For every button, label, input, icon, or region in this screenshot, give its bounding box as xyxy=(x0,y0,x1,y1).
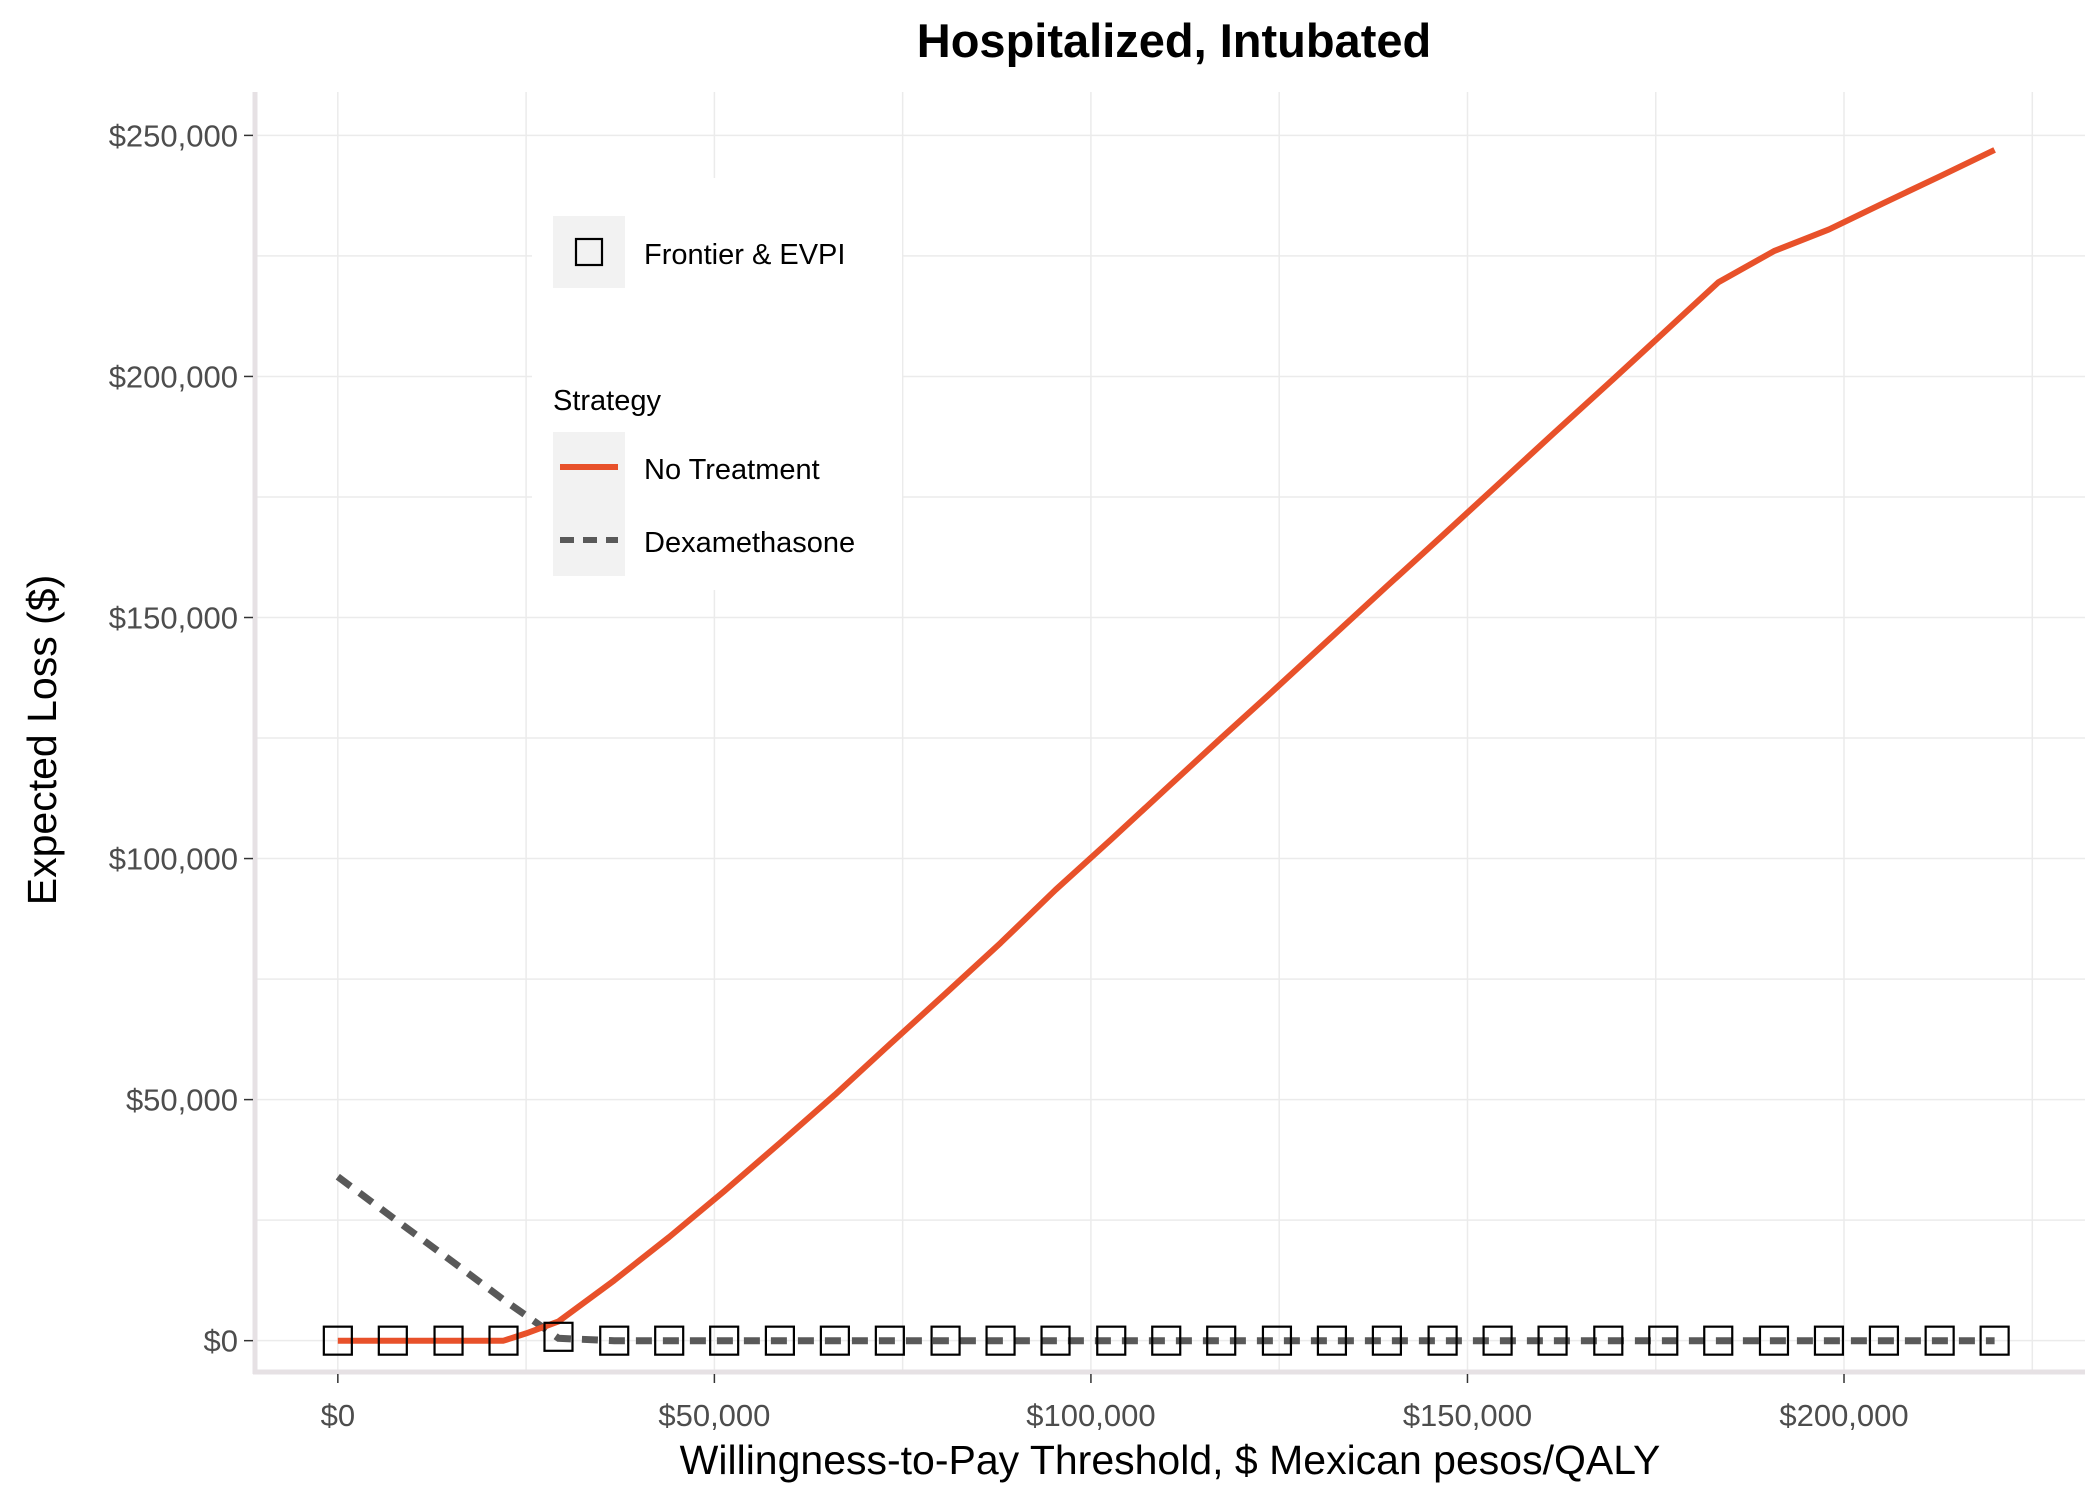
legend-label-frontier: Frontier & EVPI xyxy=(644,239,845,271)
frontier-marker xyxy=(433,1325,464,1356)
y-tick-label: $100,000 xyxy=(109,842,238,877)
legend-key-frontier xyxy=(553,216,625,288)
legend-label-no-treatment: No Treatment xyxy=(644,454,820,486)
axes xyxy=(244,92,2085,1383)
legend-title: Strategy xyxy=(553,385,661,417)
y-tick-label: $150,000 xyxy=(109,600,238,635)
frontier-marker xyxy=(1924,1325,1955,1356)
x-tick-label: $50,000 xyxy=(658,1398,770,1433)
legend: Frontier & EVPI Strategy No Treatment De… xyxy=(532,178,902,590)
series-layer xyxy=(322,147,2010,1356)
frontier-marker xyxy=(1151,1325,1182,1356)
frontier-marker xyxy=(377,1325,408,1356)
frontier-marker xyxy=(1703,1325,1734,1356)
series-line-no-treatment xyxy=(337,147,1996,1344)
frontier-marker xyxy=(709,1325,740,1356)
frontier-marker xyxy=(1537,1325,1568,1356)
frontier-marker xyxy=(1482,1325,1513,1356)
frontier-marker xyxy=(1868,1325,1900,1356)
frontier-marker xyxy=(874,1325,905,1356)
frontier-marker xyxy=(1593,1325,1624,1356)
frontier-marker xyxy=(985,1325,1016,1356)
y-tick-label: $50,000 xyxy=(126,1083,238,1118)
frontier-marker xyxy=(543,1321,574,1352)
frontier-marker xyxy=(1040,1325,1071,1356)
frontier-marker xyxy=(1758,1325,1790,1356)
x-tick-label: $0 xyxy=(321,1398,355,1433)
legend-label-dexamethasone: Dexamethasone xyxy=(644,527,855,559)
frontier-marker xyxy=(764,1325,796,1356)
frontier-marker xyxy=(1979,1325,2010,1356)
frontier-marker xyxy=(1261,1325,1293,1356)
legend-keys-strategy xyxy=(553,432,625,576)
frontier-marker xyxy=(488,1325,519,1356)
tick-labels: $0 $50,000 $100,000 $150,000 $200,000 $0 $50,0… xyxy=(109,118,1909,1433)
x-tick-label: $100,000 xyxy=(1026,1398,1155,1433)
frontier-marker xyxy=(599,1325,630,1356)
y-tick-label: $200,000 xyxy=(109,359,238,394)
frontier-marker xyxy=(1316,1325,1348,1356)
frontier-marker xyxy=(1427,1325,1458,1356)
frontier-marker xyxy=(1813,1325,1845,1356)
frontier-marker xyxy=(1206,1325,1237,1356)
series-line-dexamethasone xyxy=(335,1173,1995,1345)
frontier-marker xyxy=(1096,1325,1127,1356)
y-axis-title: Expected Loss ($) xyxy=(19,575,65,905)
frontier-marker xyxy=(1648,1325,1679,1356)
chart-title: Hospitalized, Intubated xyxy=(917,14,1431,67)
x-tick-label: $150,000 xyxy=(1403,1398,1532,1433)
frontier-marker xyxy=(930,1325,961,1356)
x-tick-label: $200,000 xyxy=(1779,1398,1908,1433)
frontier-marker xyxy=(322,1325,353,1356)
y-tick-label: $0 xyxy=(204,1324,238,1359)
x-axis-title: Willingness-to-Pay Threshold, $ Mexican … xyxy=(680,1437,1661,1483)
y-tick-label: $250,000 xyxy=(109,118,238,153)
frontier-marker xyxy=(819,1325,850,1356)
legend-square-marker xyxy=(574,237,604,267)
frontier-marker xyxy=(654,1325,685,1356)
frontier-marker xyxy=(1371,1325,1402,1356)
